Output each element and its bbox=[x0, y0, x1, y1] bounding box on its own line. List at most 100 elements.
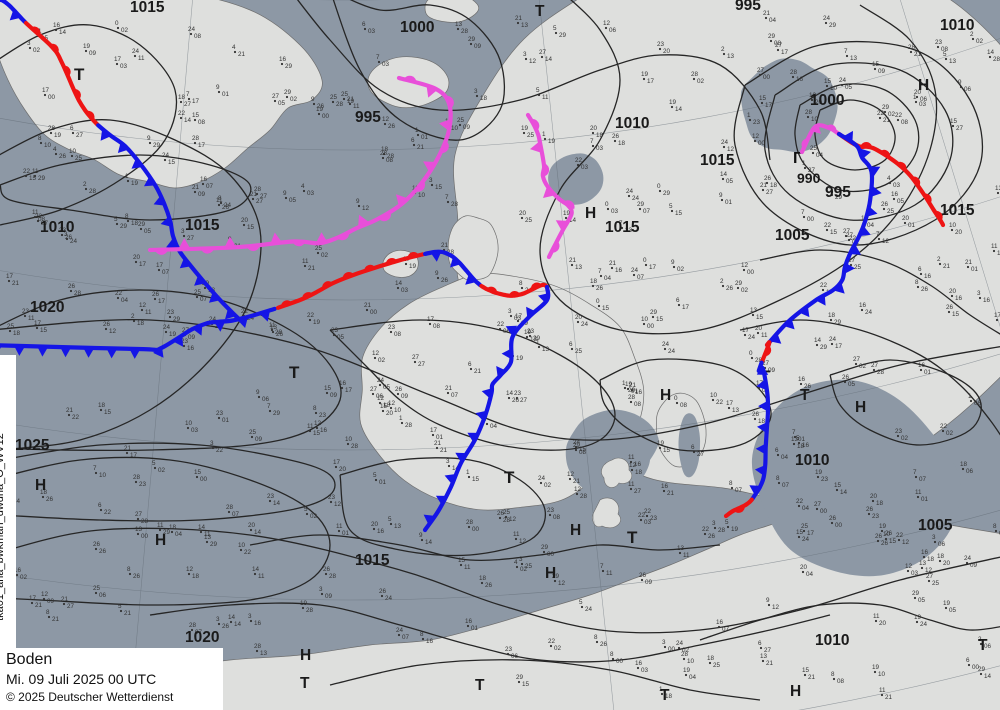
svg-text:24: 24 bbox=[668, 348, 676, 355]
svg-text:11: 11 bbox=[157, 522, 164, 529]
svg-text:27: 27 bbox=[766, 189, 774, 196]
svg-text:10: 10 bbox=[394, 407, 402, 414]
svg-text:9: 9 bbox=[283, 190, 287, 197]
svg-text:11: 11 bbox=[258, 573, 265, 580]
svg-text:14: 14 bbox=[984, 673, 992, 680]
svg-text:11: 11 bbox=[879, 687, 886, 694]
svg-text:25: 25 bbox=[527, 132, 535, 139]
svg-text:5: 5 bbox=[114, 216, 118, 223]
svg-text:4: 4 bbox=[514, 559, 518, 566]
svg-text:6: 6 bbox=[966, 657, 970, 664]
svg-text:20: 20 bbox=[943, 560, 951, 567]
svg-text:19: 19 bbox=[641, 71, 649, 78]
svg-text:00: 00 bbox=[668, 646, 676, 653]
svg-text:4: 4 bbox=[232, 44, 236, 51]
svg-text:16: 16 bbox=[53, 22, 61, 29]
svg-text:5: 5 bbox=[388, 516, 392, 523]
svg-text:09: 09 bbox=[463, 124, 471, 131]
svg-text:10: 10 bbox=[345, 436, 353, 443]
svg-text:28: 28 bbox=[133, 474, 141, 481]
svg-text:18: 18 bbox=[960, 461, 968, 468]
svg-text:12: 12 bbox=[139, 302, 147, 309]
svg-text:03: 03 bbox=[514, 315, 522, 322]
svg-text:15: 15 bbox=[324, 385, 332, 392]
svg-text:6: 6 bbox=[70, 125, 74, 132]
svg-text:15: 15 bbox=[834, 482, 842, 489]
svg-text:16: 16 bbox=[426, 638, 434, 645]
svg-text:05: 05 bbox=[845, 84, 853, 91]
svg-text:10: 10 bbox=[238, 542, 246, 549]
svg-text:12: 12 bbox=[186, 566, 194, 573]
svg-text:24: 24 bbox=[385, 595, 393, 602]
svg-text:21: 21 bbox=[35, 602, 43, 609]
svg-text:29: 29 bbox=[559, 32, 567, 39]
svg-text:1: 1 bbox=[622, 380, 626, 387]
svg-text:12: 12 bbox=[905, 563, 913, 570]
svg-text:03: 03 bbox=[307, 190, 315, 197]
svg-text:22: 22 bbox=[548, 638, 556, 645]
svg-text:14: 14 bbox=[395, 280, 403, 287]
svg-text:1015: 1015 bbox=[940, 202, 975, 219]
svg-text:19: 19 bbox=[131, 180, 139, 187]
svg-text:05: 05 bbox=[289, 197, 297, 204]
svg-text:28: 28 bbox=[254, 186, 262, 193]
svg-text:01: 01 bbox=[222, 91, 230, 98]
svg-text:21: 21 bbox=[445, 385, 453, 392]
svg-text:8: 8 bbox=[915, 279, 919, 286]
svg-text:17: 17 bbox=[192, 98, 200, 105]
svg-text:24: 24 bbox=[538, 475, 546, 482]
svg-text:17: 17 bbox=[647, 78, 655, 85]
svg-text:5: 5 bbox=[152, 460, 156, 467]
svg-text:08: 08 bbox=[553, 514, 561, 521]
svg-text:16: 16 bbox=[918, 362, 926, 369]
svg-text:14: 14 bbox=[254, 529, 262, 536]
svg-text:00: 00 bbox=[547, 551, 555, 558]
svg-text:01: 01 bbox=[921, 496, 929, 503]
svg-text:9: 9 bbox=[719, 192, 723, 199]
svg-text:21: 21 bbox=[763, 10, 771, 17]
svg-text:29: 29 bbox=[978, 666, 986, 673]
svg-text:23: 23 bbox=[319, 412, 327, 419]
svg-text:28: 28 bbox=[387, 153, 395, 160]
svg-text:15: 15 bbox=[759, 95, 767, 102]
svg-text:15: 15 bbox=[830, 229, 838, 236]
svg-text:07: 07 bbox=[919, 476, 927, 483]
svg-text:1010: 1010 bbox=[940, 17, 974, 34]
svg-text:03: 03 bbox=[893, 182, 901, 189]
svg-text:24: 24 bbox=[163, 324, 171, 331]
svg-text:23: 23 bbox=[821, 476, 829, 483]
svg-text:26: 26 bbox=[323, 566, 331, 573]
svg-text:1010: 1010 bbox=[40, 219, 74, 236]
svg-text:15: 15 bbox=[889, 538, 897, 545]
svg-text:28: 28 bbox=[141, 518, 149, 525]
svg-text:03: 03 bbox=[911, 570, 919, 577]
svg-text:12: 12 bbox=[362, 205, 370, 212]
svg-text:20: 20 bbox=[339, 466, 347, 473]
svg-text:17: 17 bbox=[427, 316, 435, 323]
svg-text:17: 17 bbox=[742, 327, 750, 334]
svg-text:14: 14 bbox=[506, 390, 514, 397]
svg-text:12: 12 bbox=[567, 471, 575, 478]
svg-text:19: 19 bbox=[657, 440, 665, 447]
svg-text:8: 8 bbox=[46, 609, 50, 616]
svg-text:12: 12 bbox=[752, 133, 760, 140]
svg-text:8: 8 bbox=[218, 195, 222, 202]
svg-text:H: H bbox=[918, 77, 929, 94]
svg-text:28: 28 bbox=[805, 109, 813, 116]
svg-text:23: 23 bbox=[935, 39, 943, 46]
svg-text:24: 24 bbox=[132, 48, 140, 55]
svg-text:27: 27 bbox=[135, 511, 143, 518]
svg-text:02: 02 bbox=[888, 111, 896, 118]
svg-text:03: 03 bbox=[919, 101, 927, 108]
svg-text:08: 08 bbox=[634, 401, 642, 408]
svg-text:16: 16 bbox=[802, 442, 810, 449]
svg-text:19: 19 bbox=[914, 614, 922, 621]
svg-text:05: 05 bbox=[918, 597, 926, 604]
svg-text:06: 06 bbox=[511, 653, 519, 660]
svg-text:H: H bbox=[570, 522, 581, 539]
svg-text:1020: 1020 bbox=[30, 299, 64, 316]
svg-text:29: 29 bbox=[38, 175, 46, 182]
svg-text:09: 09 bbox=[255, 436, 263, 443]
svg-text:02: 02 bbox=[859, 363, 867, 370]
svg-text:29: 29 bbox=[650, 309, 658, 316]
